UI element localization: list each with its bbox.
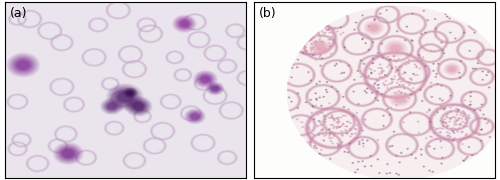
Text: (b): (b) [258, 7, 276, 20]
Text: (a): (a) [10, 7, 28, 20]
